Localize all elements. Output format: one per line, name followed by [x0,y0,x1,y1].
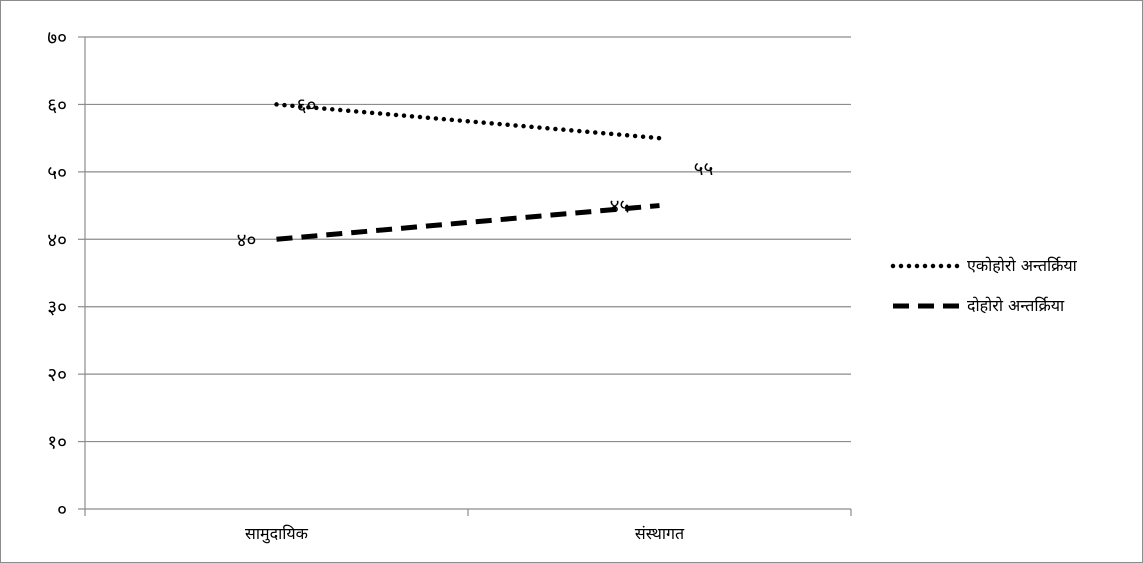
data-labels: ६० ५५ ४० ४५ [237,94,714,251]
y-tick-label: १० [47,432,67,454]
y-tick-label: ४० [47,229,67,251]
series-line-1 [276,203,660,242]
legend: एकोहोरो अन्तर्क्रिया दोहोरो अन्तर्क्रिया [890,256,1078,315]
legend-label: एकोहोरो अन्तर्क्रिया [967,256,1078,275]
y-tick-label: ६० [47,94,67,116]
series-line-0 [274,102,662,141]
data-label: ६० [297,94,317,116]
x-axis-category-labels: सामुदायिक संस्थागत [245,524,685,544]
y-tick-label: ७० [47,27,67,49]
data-label: ४५ [610,196,630,218]
data-label: ५५ [694,158,714,180]
series-lines [274,102,662,242]
gridlines [85,36,851,443]
y-tick-label: २० [47,364,67,386]
x-category-label: संस्थागत [635,524,685,543]
data-label: ४० [237,229,257,251]
legend-label: दोहोरो अन्तर्क्रिया [967,296,1065,315]
y-tick-label: ३० [47,297,67,319]
axes [78,36,852,516]
x-category-label: सामुदायिक [245,524,309,544]
y-tick-label: ० [57,499,67,521]
y-tick-label: ५० [47,162,67,184]
y-axis-tick-labels: ० १० २० ३० ४० ५० ६० ७० [47,27,67,521]
